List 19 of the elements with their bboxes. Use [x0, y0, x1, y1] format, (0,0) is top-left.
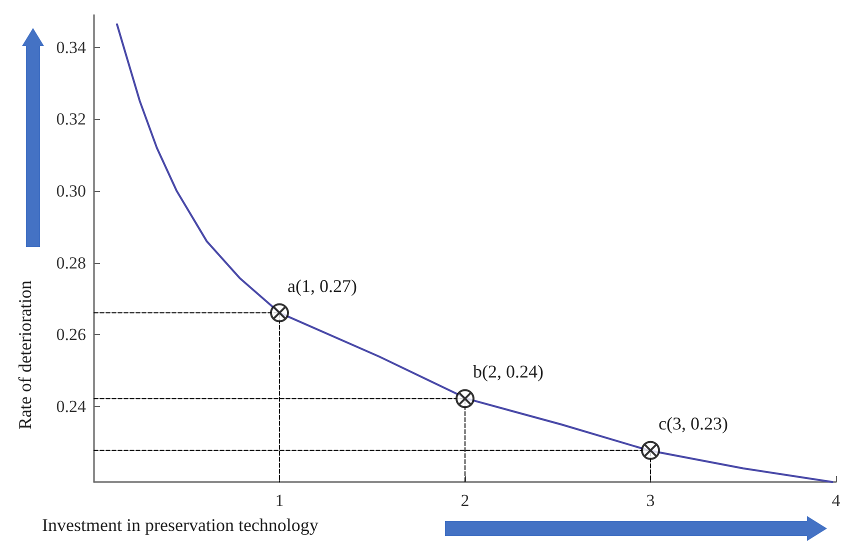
y-tick-label: 0.26 — [56, 325, 86, 344]
x-tick-label: 2 — [460, 491, 470, 510]
annotation: c(3, 0.23) — [658, 413, 728, 434]
x-axis-title: Investment in preservation technology — [42, 515, 318, 535]
y-tick-label: 0.24 — [56, 397, 86, 416]
y-tick-label: 0.28 — [56, 253, 86, 272]
point — [641, 440, 660, 460]
line-series — [116, 23, 834, 483]
annotation: b(2, 0.24) — [473, 362, 544, 382]
y-tick-label: 0.30 — [56, 182, 86, 201]
point — [270, 303, 289, 322]
y-tick-label: 0.32 — [56, 110, 86, 129]
y-tick-label: 0.34 — [56, 38, 86, 57]
annotation: a(1, 0.27) — [288, 276, 357, 296]
x-tick-label: 1 — [275, 491, 284, 510]
y-axis-title: Rate of deterioration — [15, 280, 35, 430]
x-tick-label: 4 — [832, 491, 841, 510]
point — [456, 389, 474, 408]
x-tick-label: 3 — [646, 491, 655, 510]
